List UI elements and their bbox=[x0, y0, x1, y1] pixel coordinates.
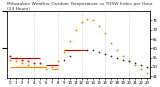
Point bbox=[140, 68, 142, 70]
Point bbox=[62, 51, 65, 53]
Point bbox=[128, 61, 131, 62]
Point bbox=[27, 61, 29, 62]
Point bbox=[86, 50, 89, 51]
Point bbox=[32, 63, 35, 64]
Point bbox=[15, 57, 17, 58]
Point bbox=[38, 63, 41, 64]
Point bbox=[9, 59, 11, 60]
Point bbox=[98, 51, 101, 53]
Point bbox=[80, 22, 83, 23]
Point bbox=[27, 64, 29, 66]
Point bbox=[62, 59, 65, 60]
Point bbox=[116, 50, 119, 51]
Point bbox=[104, 33, 107, 34]
Point bbox=[56, 61, 59, 62]
Point bbox=[38, 66, 41, 68]
Point bbox=[50, 66, 53, 68]
Point bbox=[146, 66, 148, 68]
Point bbox=[15, 61, 17, 62]
Point bbox=[122, 59, 125, 60]
Point bbox=[21, 59, 23, 60]
Text: Milwaukee Weather Outdoor Temperature vs THSW Index per Hour (24 Hours): Milwaukee Weather Outdoor Temperature vs… bbox=[7, 2, 152, 11]
Point bbox=[98, 25, 101, 27]
Point bbox=[110, 42, 113, 44]
Point bbox=[92, 50, 95, 51]
Point bbox=[21, 63, 23, 64]
Point bbox=[110, 55, 113, 57]
Point bbox=[116, 57, 119, 58]
Point bbox=[134, 64, 136, 66]
Point bbox=[128, 61, 131, 62]
Point bbox=[68, 40, 71, 42]
Point bbox=[140, 64, 142, 66]
Point bbox=[146, 72, 148, 73]
Point bbox=[92, 20, 95, 21]
Point bbox=[32, 66, 35, 68]
Point bbox=[9, 55, 11, 57]
Point bbox=[122, 55, 125, 57]
Point bbox=[74, 29, 77, 30]
Point bbox=[68, 55, 71, 57]
Point bbox=[104, 53, 107, 55]
Point bbox=[134, 63, 136, 64]
Point bbox=[44, 68, 47, 70]
Point bbox=[86, 18, 89, 19]
